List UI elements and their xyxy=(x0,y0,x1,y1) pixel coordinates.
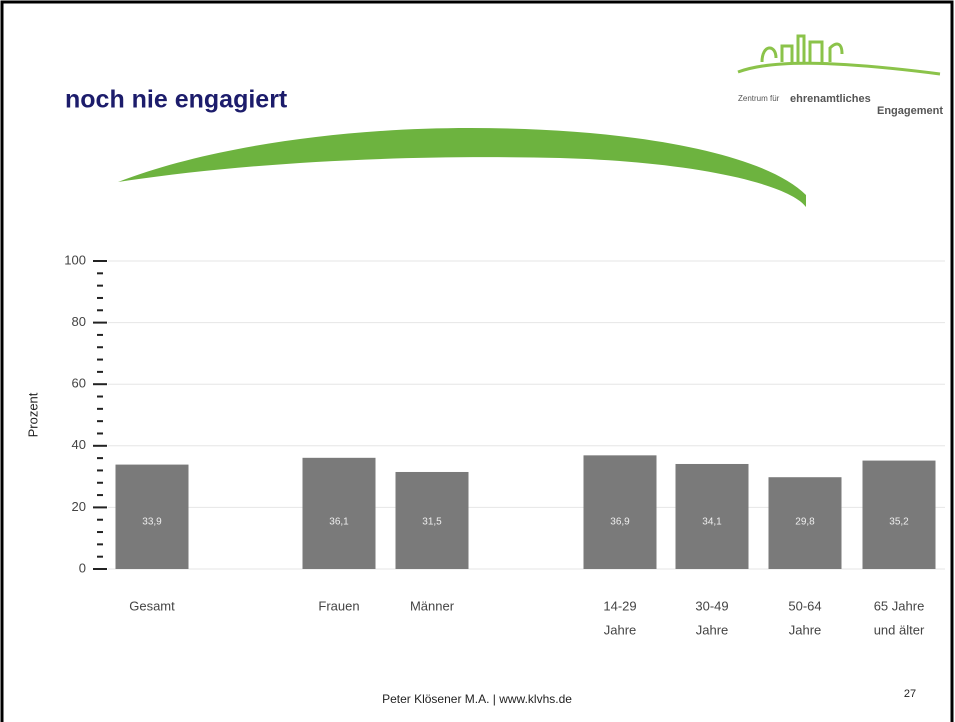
x-tick-label: und älter xyxy=(874,622,925,637)
y-tick-label: 60 xyxy=(72,376,86,391)
y-tick-label: 20 xyxy=(72,499,86,514)
x-tick-label: Gesamt xyxy=(129,598,175,613)
value-label: 36,9 xyxy=(610,517,630,528)
value-label: 34,1 xyxy=(702,517,722,528)
slide-title: noch nie engagiert xyxy=(65,86,288,114)
logo-line xyxy=(738,63,940,74)
bar xyxy=(303,458,376,569)
x-tick-label: Jahre xyxy=(789,622,822,637)
x-tick-label: Jahre xyxy=(604,622,637,637)
bar xyxy=(863,461,936,569)
bar xyxy=(584,455,657,569)
logo-text: Zentrum für xyxy=(738,94,780,103)
page: {"chart_data": {"type": "bar", "title": … xyxy=(0,0,955,722)
y-tick-label: 100 xyxy=(64,252,86,267)
value-label: 33,9 xyxy=(142,517,162,528)
y-tick-label: 40 xyxy=(72,437,86,452)
x-tick-label: Männer xyxy=(410,598,455,613)
x-tick-label: Frauen xyxy=(318,598,359,613)
x-tick-label: 50-64 xyxy=(788,598,821,613)
value-label: 35,2 xyxy=(889,517,909,528)
y-tick-label: 0 xyxy=(79,560,86,575)
x-tick-label: 14-29 xyxy=(603,598,636,613)
logo-text: ehrenamtliches xyxy=(790,93,871,105)
y-axis-label: Prozent xyxy=(25,392,40,437)
page-number: 27 xyxy=(904,688,916,700)
value-label: 36,1 xyxy=(329,517,349,528)
logo-text: Engagement xyxy=(877,105,943,117)
footer: Peter Klösener M.A. | www.klvhs.de xyxy=(382,692,572,706)
slide: noch nie engagiert Zentrum für ehrenamtl… xyxy=(0,0,955,722)
x-tick-label: 30-49 xyxy=(695,598,728,613)
x-tick-label: Jahre xyxy=(696,622,729,637)
value-label: 31,5 xyxy=(422,517,442,528)
logo: Zentrum für ehrenamtliches Engagement xyxy=(738,36,943,117)
y-tick-label: 80 xyxy=(72,314,86,329)
x-tick-label: 65 Jahre xyxy=(874,598,925,613)
logo-skyline xyxy=(762,36,842,62)
value-label: 29,8 xyxy=(795,517,815,528)
green-swoosh xyxy=(118,128,806,207)
